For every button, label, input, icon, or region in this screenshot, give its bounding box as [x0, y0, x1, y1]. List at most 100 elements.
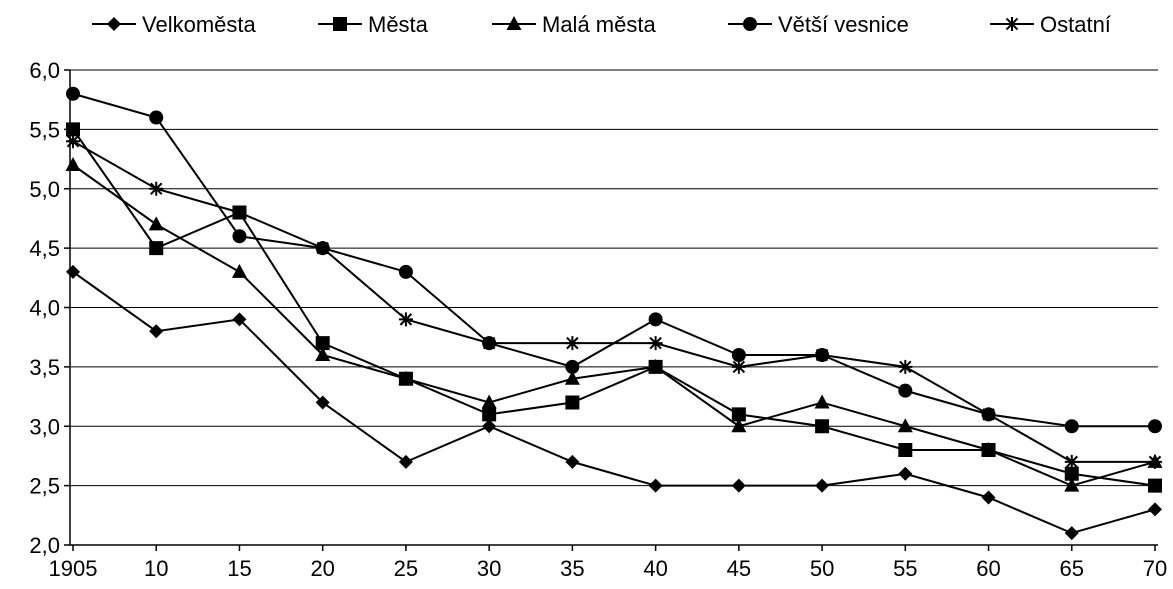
- x-tick-label: 15: [227, 556, 251, 581]
- data-point-diamond: [66, 264, 80, 279]
- series-1: [66, 264, 1162, 541]
- legend-label: Velkoměsta: [142, 12, 256, 37]
- data-point-diamond: [981, 490, 996, 505]
- data-point-circle: [1148, 419, 1162, 434]
- data-point-square: [1148, 478, 1162, 493]
- data-point-star: [398, 312, 413, 327]
- legend-entry: Malá města: [492, 12, 656, 37]
- legend-label: Větší vesnice: [778, 12, 909, 37]
- x-tick-label: 55: [893, 556, 917, 581]
- data-point-circle: [66, 86, 80, 101]
- data-point-diamond: [565, 454, 580, 469]
- data-point-triangle: [65, 157, 81, 171]
- data-point-star: [898, 359, 913, 374]
- y-tick-label: 2,0: [29, 533, 60, 558]
- data-point-star: [981, 407, 996, 422]
- data-point-diamond: [232, 312, 247, 327]
- data-point-diamond: [1148, 502, 1162, 517]
- x-tick-label: 1905: [49, 556, 98, 581]
- x-tick-label: 60: [976, 556, 1000, 581]
- y-tick-label: 2,5: [29, 474, 60, 499]
- legend-marker-diamond: [107, 17, 121, 31]
- series-line: [72, 140, 1155, 463]
- data-point-triangle: [814, 394, 830, 409]
- data-point-square: [1064, 466, 1079, 481]
- data-point-star: [482, 336, 497, 351]
- x-tick-label: 10: [144, 556, 168, 581]
- y-tick-label: 4,5: [29, 236, 60, 261]
- x-tick-label: 50: [810, 556, 834, 581]
- data-point-diamond: [398, 454, 413, 469]
- series-line: [72, 271, 1156, 535]
- data-point-square: [149, 241, 164, 256]
- x-tick-label: 25: [394, 556, 418, 581]
- data-point-star: [66, 134, 80, 149]
- data-point-star: [815, 348, 830, 362]
- series-5: [66, 134, 1162, 469]
- data-point-diamond: [815, 478, 830, 493]
- legend-marker-triangle: [506, 16, 522, 30]
- data-point-triangle: [231, 263, 247, 278]
- data-point-circle: [149, 110, 164, 125]
- data-point-square: [898, 443, 913, 457]
- y-tick-label: 3,0: [29, 414, 60, 439]
- data-point-star: [149, 181, 164, 196]
- y-tick-labels: 2,0 2,5 3,0 3,5 4,0 4,5 5,0 5,5 6,0: [29, 58, 70, 558]
- data-point-circle: [648, 312, 663, 327]
- data-point-circle: [565, 359, 580, 374]
- series-line: [72, 92, 1155, 428]
- legend-entry: Velkoměsta: [92, 12, 256, 37]
- data-point-square: [731, 407, 746, 422]
- data-point-diamond: [1064, 526, 1079, 541]
- legend: Velkoměsta Města Malá města Větší vesnice Os…: [92, 12, 1111, 37]
- data-point-diamond: [482, 419, 497, 434]
- series-line: [72, 128, 1156, 487]
- data-point-triangle: [731, 418, 747, 433]
- data-point-triangle: [315, 347, 331, 361]
- data-point-triangle: [564, 370, 580, 385]
- data-point-diamond: [898, 466, 913, 481]
- data-point-star: [565, 336, 580, 351]
- legend-entry: Větší vesnice: [728, 12, 909, 37]
- data-point-star: [232, 205, 247, 220]
- data-point-square: [66, 122, 80, 137]
- data-point-triangle: [897, 418, 913, 433]
- y-tick-label: 5,5: [29, 117, 60, 142]
- data-point-square: [482, 407, 497, 422]
- data-point-triangle: [981, 442, 997, 456]
- data-point-triangle: [398, 370, 414, 385]
- data-point-triangle: [148, 216, 164, 231]
- data-point-star: [315, 241, 330, 256]
- data-point-star: [731, 359, 746, 374]
- legend-entry: Města: [318, 12, 429, 37]
- series-3: [65, 157, 1163, 492]
- legend-entry: Ostatní: [990, 12, 1111, 37]
- data-point-circle: [232, 229, 247, 244]
- data-point-diamond: [149, 324, 164, 339]
- y-tick-label: 4,0: [29, 296, 60, 321]
- x-tick-label: 65: [1060, 556, 1084, 581]
- legend-label: Malá města: [542, 12, 656, 37]
- data-point-square: [315, 336, 330, 351]
- series-4: [66, 86, 1162, 434]
- series-layer: [65, 86, 1163, 541]
- data-point-diamond: [731, 478, 746, 493]
- legend-marker-star: [1005, 17, 1019, 31]
- x-tick-label: 20: [310, 556, 334, 581]
- data-point-diamond: [315, 395, 330, 410]
- data-point-circle: [731, 348, 746, 362]
- data-point-circle: [398, 264, 413, 279]
- data-point-triangle: [648, 358, 664, 373]
- data-point-square: [565, 395, 580, 410]
- data-point-diamond: [648, 478, 663, 493]
- data-point-circle: [1064, 419, 1079, 434]
- x-tick-label: 35: [560, 556, 584, 581]
- data-point-star: [1064, 454, 1079, 469]
- series-line: [72, 164, 1156, 487]
- y-tick-label: 3,5: [29, 355, 60, 380]
- data-point-circle: [898, 383, 913, 398]
- x-tick-labels: 1905 10 15 20 25 30 35 40 45 50 55 60 65 70: [49, 545, 1167, 581]
- x-tick-label: 40: [643, 556, 667, 581]
- x-tick-label: 30: [477, 556, 501, 581]
- legend-marker-square: [333, 17, 347, 31]
